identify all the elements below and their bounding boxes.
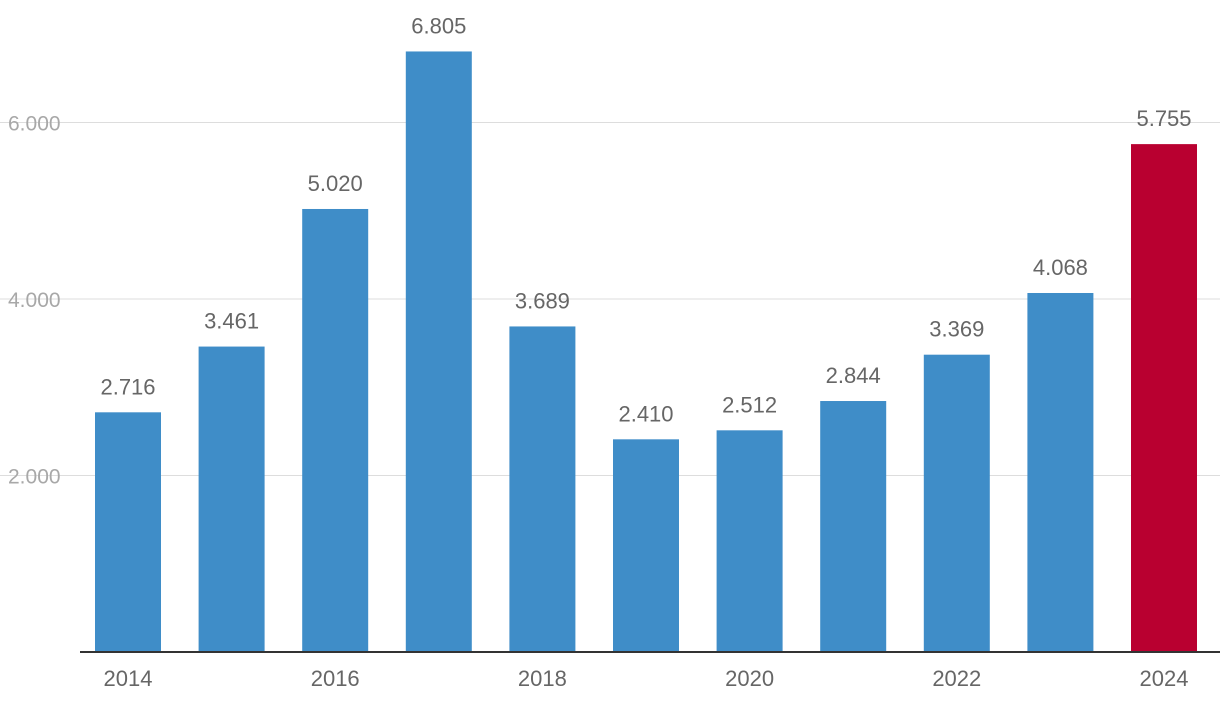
data-label-2019: 2.410 (618, 401, 673, 426)
bars (95, 51, 1197, 653)
bar-2018 (509, 326, 576, 652)
bar-2016 (302, 208, 369, 653)
bar-2021 (820, 401, 887, 652)
y-axis-ticks: 2.000 4.000 6.000 (8, 113, 61, 489)
data-label-2023: 4.068 (1033, 255, 1088, 280)
data-label-2020: 2.512 (722, 392, 777, 417)
y-tick-label: 2.000 (8, 466, 61, 489)
data-label-2014: 2.716 (100, 374, 155, 399)
y-tick-label: 6.000 (8, 113, 61, 136)
data-label-2021: 2.844 (826, 363, 881, 388)
data-label-2017: 6.805 (411, 13, 466, 38)
bar-2019 (613, 439, 679, 652)
x-tick-label-2024: 2024 (1140, 666, 1189, 691)
data-label-2024: 5.755 (1136, 106, 1191, 131)
x-tick-label-2016: 2016 (311, 666, 360, 691)
data-label-2022: 3.369 (929, 317, 984, 342)
x-tick-label-2014: 2014 (104, 666, 153, 691)
bar-2023 (1027, 292, 1094, 652)
x-tick-label-2020: 2020 (725, 666, 774, 691)
data-label-2015: 3.461 (204, 309, 259, 334)
x-tick-label-2018: 2018 (518, 666, 567, 691)
bar-2015 (198, 346, 265, 652)
data-labels: 2.716 3.461 5.020 6.805 3.689 2.410 2.512 2.844… (100, 13, 1191, 426)
bar-2014 (95, 412, 161, 652)
x-tick-label-2022: 2022 (932, 666, 981, 691)
bar-2020 (716, 430, 783, 652)
bar-2017 (405, 51, 472, 653)
data-label-2018: 3.689 (515, 288, 570, 313)
x-axis-ticks: 2014 2016 2018 2020 2022 2024 (104, 666, 1189, 691)
data-label-2016: 5.020 (308, 171, 363, 196)
bar-2024 (1131, 144, 1197, 652)
y-tick-label: 4.000 (8, 289, 61, 312)
bar-2022 (923, 354, 990, 652)
